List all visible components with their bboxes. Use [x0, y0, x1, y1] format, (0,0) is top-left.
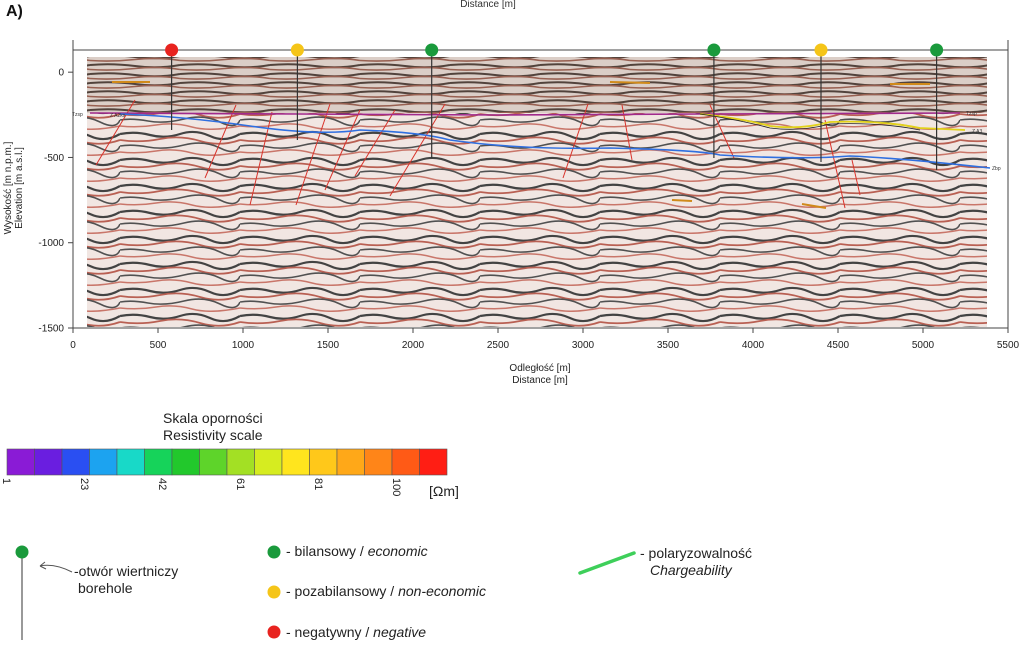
chargeability-legend-line: [578, 551, 636, 575]
resistivity-tick-label: 23: [78, 478, 90, 490]
x-tick-label: 2000: [402, 340, 425, 351]
horizon-label-right-mid: Z A3: [972, 129, 983, 135]
colorbar-swatch: [116, 448, 145, 476]
noneconomic-legend-dot: [267, 585, 281, 599]
colorbar-swatch: [309, 448, 338, 476]
colorbar-swatch: [144, 448, 173, 476]
x-tick-label: 1000: [232, 340, 255, 351]
resistivity-tick-label: 1: [0, 478, 12, 484]
colorbar-swatch: [391, 448, 420, 476]
colorbar-swatch: [336, 448, 365, 476]
resistivity-tick-label: 81: [312, 478, 324, 490]
y-tick-label: -500: [44, 153, 64, 164]
legend-borehole-en: borehole: [78, 580, 133, 596]
x-tick-label: 500: [150, 340, 167, 351]
chargeability-lines: [112, 81, 930, 209]
y-axis-ticks: 0 -500 -1000 -1500: [38, 68, 73, 335]
borehole-marker-non-economic: [290, 43, 304, 57]
colorbar-swatch: [6, 448, 35, 476]
resistivity-colorbar: [6, 448, 448, 476]
top-axis-label: Distance [m]: [460, 0, 516, 10]
x-axis-ticks: 0 500 1000 1500 2000 2500 3000 3500 4000 4500 5000…: [70, 328, 1020, 351]
seismic-image: [87, 57, 987, 327]
legend-noneconomic: - pozabilansowy / non-economic: [286, 583, 486, 599]
horizon-label-left-mid: Z A2ks: [110, 113, 126, 119]
horizon-lines: [89, 112, 991, 169]
legend-negative-pl: - negatywny /: [286, 624, 374, 640]
resistivity-tick-label: 100: [390, 478, 402, 496]
x-tick-label: 0: [70, 340, 76, 351]
colorbar-swatch: [226, 448, 255, 476]
x-tick-label: 5500: [997, 340, 1020, 351]
negative-legend-dot: [267, 625, 281, 639]
resistivity-tick-label: 42: [156, 478, 168, 490]
panel-label: A): [6, 3, 23, 20]
boreholes: [165, 43, 944, 170]
colorbar-swatch: [419, 448, 448, 476]
x-tick-label: 4000: [742, 340, 765, 351]
legend-economic-pl: - bilansowy /: [286, 543, 368, 559]
borehole-legend-dot: [15, 545, 29, 559]
colorbar-swatch: [254, 448, 283, 476]
resistivity-tick-labels: 1 23 42 61 81 100: [0, 478, 402, 496]
colorbar-swatch: [199, 448, 228, 476]
horizon-label-left-top: Tzsp: [72, 112, 83, 118]
y-axis-label-en: Elevation [m a.s.l.]: [14, 147, 25, 229]
x-tick-label: 3500: [657, 340, 680, 351]
economic-legend-dot: [267, 545, 281, 559]
legend-negative: - negatywny / negative: [286, 624, 426, 640]
legend-borehole-symbol: [15, 545, 73, 640]
fault-lines: [95, 99, 861, 209]
x-tick-label: 1500: [317, 340, 340, 351]
borehole-marker-negative: [165, 43, 179, 57]
resistivity-unit: [Ωm]: [429, 483, 459, 499]
legend-economic-en: economic: [367, 543, 428, 559]
resistivity-title-en: Resistivity scale: [163, 427, 263, 443]
colorbar-swatch: [61, 448, 90, 476]
horizon-label-right-low: Zbp: [992, 166, 1001, 172]
resistivity-scale-title: Skala oporności Resistivity scale: [163, 410, 263, 444]
colorbar-swatch: [89, 448, 118, 476]
y-tick-label: -1500: [38, 324, 64, 335]
legend-chargeability-en: Chargeability: [650, 562, 732, 578]
borehole-marker-economic: [425, 43, 439, 57]
legend-borehole-pl: -otwór wiertniczy: [74, 563, 179, 579]
y-axis-label-pl: Wysokość [m n.p.m.]: [3, 141, 14, 234]
x-tick-label: 3000: [572, 340, 595, 351]
legend-noneconomic-en: non-economic: [398, 583, 486, 599]
colorbar-swatch: [281, 448, 310, 476]
legend-noneconomic-pl: - pozabilansowy /: [286, 583, 399, 599]
legend-economic: - bilansowy / economic: [286, 543, 428, 559]
x-axis-label-pl: Odległość [m]: [509, 363, 570, 374]
x-tick-label: 5000: [912, 340, 935, 351]
legend-chargeability-pl: - polaryzowalność: [640, 545, 753, 561]
x-tick-label: 4500: [827, 340, 850, 351]
colorbar-swatch: [171, 448, 200, 476]
x-tick-label: 2500: [487, 340, 510, 351]
legend-negative-en: negative: [373, 624, 427, 640]
y-tick-label: 0: [58, 68, 64, 79]
borehole-marker-economic: [707, 43, 721, 57]
x-axis-label-en: Distance [m]: [512, 375, 568, 386]
colorbar-swatch: [34, 448, 63, 476]
horizon-label-right-top: Tzsp: [966, 111, 977, 117]
plot-axes: [72, 40, 1009, 329]
y-tick-label: -1000: [38, 238, 64, 249]
resistivity-tick-label: 61: [234, 478, 246, 490]
borehole-marker-non-economic: [814, 43, 828, 57]
borehole-marker-economic: [930, 43, 944, 57]
colorbar-swatch: [364, 448, 393, 476]
resistivity-title-pl: Skala oporności: [163, 410, 263, 426]
